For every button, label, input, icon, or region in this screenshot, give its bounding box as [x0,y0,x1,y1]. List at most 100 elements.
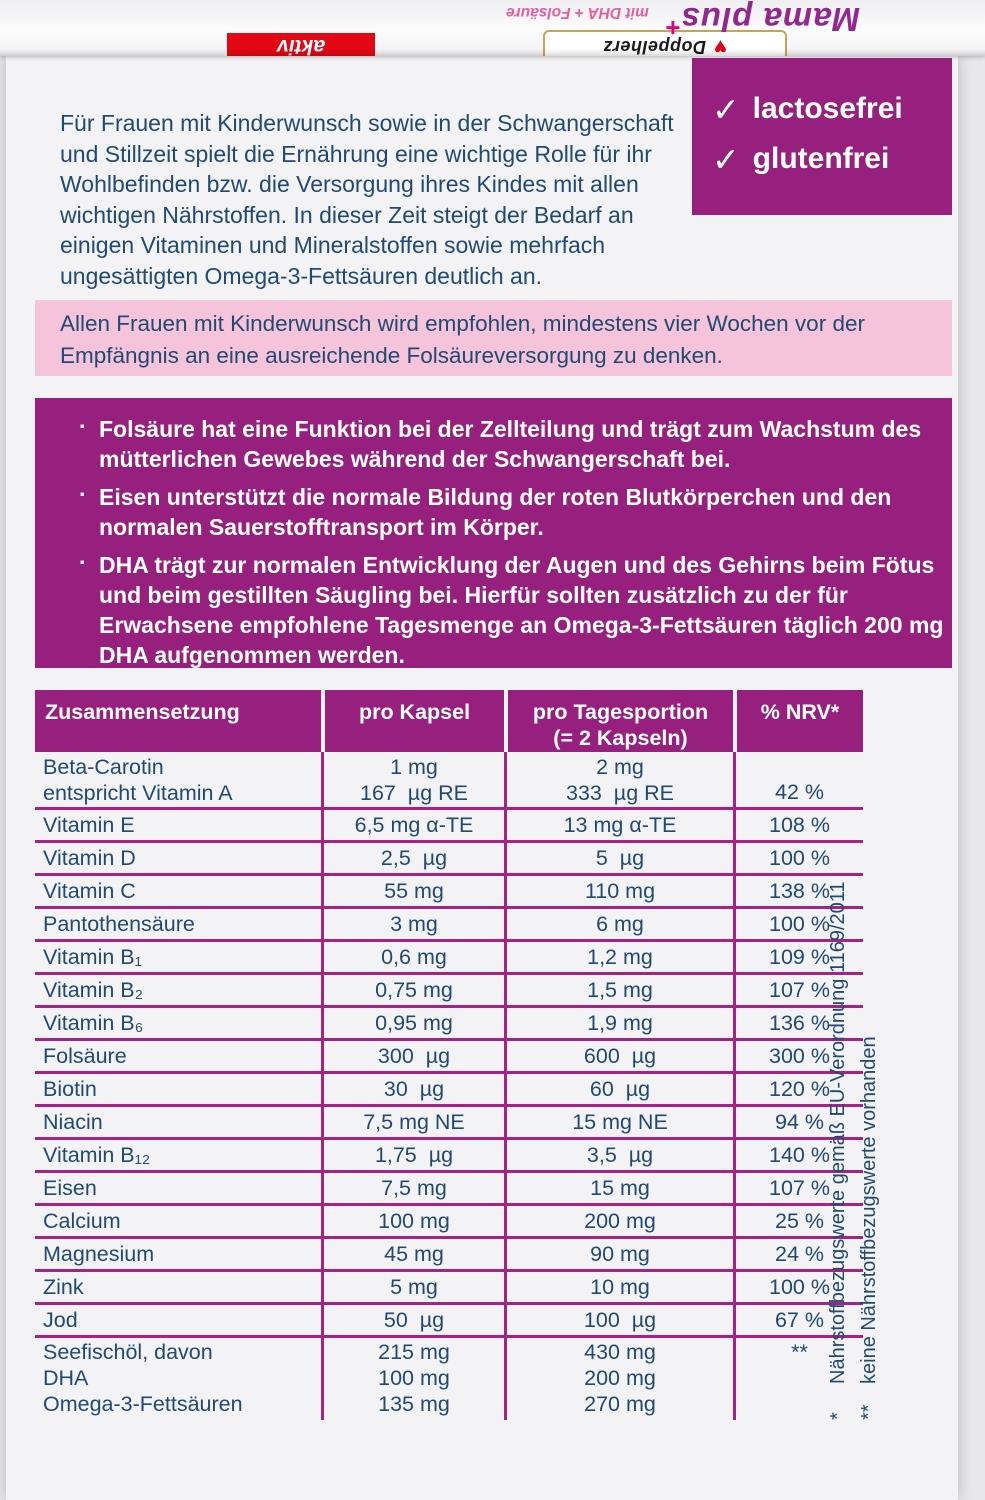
cell-name: Vitamin B₆ [35,1005,321,1038]
cell-per-day: 1,2 mg [504,939,733,972]
claim-glutenfrei: ✓ glutenfrei [712,134,952,184]
cell-nrv: 120 % [733,1071,863,1104]
benefit-item: · Folsäure hat eine Funktion bei der Zel… [77,413,952,474]
product-title-plus: + [665,13,681,43]
table-header-row: Zusammensetzung pro Kapsel pro Tagesport… [35,690,863,752]
cell-per-day: 1,5 mg [504,972,733,1005]
check-icon: ✓ [712,140,740,178]
table-row: Seefischöl, davon DHA Omega-3-Fettsäuren… [35,1335,863,1420]
header-pro-tagesportion: pro Tagesportion (= 2 Kapseln) [504,690,733,752]
cell-per-day: 2 mg 333 µg RE [504,752,733,807]
cell-per-capsule: 0,95 mg [321,1005,504,1038]
cell-name: Vitamin B₂ [35,972,321,1005]
cell-per-capsule: 1 mg 167 µg RE [321,752,504,807]
product-title-text: Mama plus [680,1,860,38]
product-title: Mama plus+ mit DHA + Folsäure [505,0,860,43]
cell-per-capsule: 300 µg [321,1038,504,1071]
table-row: Vitamin B₆ 0,95 mg 1,9 mg 136 % [35,1005,863,1038]
benefit-item: · Eisen unterstützt die normale Bildung … [77,481,952,542]
cell-nrv: 108 % [733,807,863,840]
product-subtitle: mit DHA + Folsäure [505,4,649,21]
cell-nrv: 100 % [733,840,863,873]
table-row: Vitamin E 6,5 mg α-TE 13 mg α-TE 108 % [35,807,863,840]
bullet-icon: · [79,413,87,439]
cell-per-capsule: 100 mg [321,1203,504,1236]
benefit-text: Folsäure hat eine Funktion bei der Zellt… [99,416,922,472]
footnote-line: ** keine Nährstoffbezugswerte vorhanden [854,820,885,1420]
cell-nrv: 136 % [733,1005,863,1038]
table-row: Beta-Carotin entspricht Vitamin A 1 mg 16… [35,752,863,807]
table-row: Magnesium 45 mg 90 mg 24 % [35,1236,863,1269]
cell-nrv: 140 % [733,1137,863,1170]
cell-per-capsule: 215 mg 100 mg 135 mg [321,1335,504,1420]
cell-name: Vitamin D [35,840,321,873]
cell-name: Eisen [35,1170,321,1203]
cell-name: Calcium [35,1203,321,1236]
cell-per-day: 13 mg α-TE [504,807,733,840]
cell-per-day: 90 mg [504,1236,733,1269]
cell-name: Pantothensäure [35,906,321,939]
cell-per-capsule: 50 µg [321,1302,504,1335]
table-row: Vitamin D 2,5 µg 5 µg 100 % [35,840,863,873]
table-row: Biotin 30 µg 60 µg 120 % [35,1071,863,1104]
cell-nrv: 67 % [733,1302,863,1335]
bullet-icon: · [79,481,87,507]
cell-per-day: 200 mg [504,1203,733,1236]
cell-per-capsule: 6,5 mg α-TE [321,807,504,840]
table-row: Jod 50 µg 100 µg 67 % [35,1302,863,1335]
cell-name: Niacin [35,1104,321,1137]
cell-per-capsule: 7,5 mg NE [321,1104,504,1137]
cell-per-day: 100 µg [504,1302,733,1335]
cell-nrv: 100 % [733,906,863,939]
cell-per-day: 600 µg [504,1038,733,1071]
footnote-marker: * [827,1412,849,1420]
cell-name: Seefischöl, davon DHA Omega-3-Fettsäuren [35,1335,321,1420]
nutrition-table: Zusammensetzung pro Kapsel pro Tagesport… [35,690,863,1420]
cell-name: Folsäure [35,1038,321,1071]
cell-per-day: 10 mg [504,1269,733,1302]
cell-nrv: 42 % [733,752,863,807]
cell-nrv: 100 % [733,1269,863,1302]
table-row: Vitamin B₁ 0,6 mg 1,2 mg 109 % [35,939,863,972]
cell-name: Zink [35,1269,321,1302]
cell-nrv: 300 % [733,1038,863,1071]
cell-per-day: 1,9 mg [504,1005,733,1038]
cell-name: Beta-Carotin entspricht Vitamin A [43,754,233,805]
cell-per-capsule: 55 mg [321,873,504,906]
cell-nrv: 24 % [733,1236,863,1269]
cell-nrv: 138 % [733,873,863,906]
header-nrv: % NRV* [733,690,863,752]
claim-label: glutenfrei [752,142,890,175]
cell-name: Vitamin C [35,873,321,906]
table-row: Niacin 7,5 mg NE 15 mg NE 94 % [35,1104,863,1137]
cell-per-day: 110 mg [504,873,733,906]
claim-label: lactosefrei [752,92,903,125]
cell-per-day: 6 mg [504,906,733,939]
cell-nrv: ** [733,1335,863,1420]
cell-name: Magnesium [35,1236,321,1269]
footnote-line: * Nährstoffbezugswerte gemäß EU-Verordnu… [823,820,854,1420]
benefit-item: · DHA trägt zur normalen Entwicklung der… [77,549,952,668]
header-zusammensetzung: Zusammensetzung [35,690,321,752]
cell-per-capsule: 2,5 µg [321,840,504,873]
table-row: Folsäure 300 µg 600 µg 300 % [35,1038,863,1071]
fold-shadow [0,49,985,56]
footnotes-rotated: * Nährstoffbezugswerte gemäß EU-Verordnu… [823,820,885,1420]
box-top-flap: ♥ Doppelherz aktiv Mama plus+ mit DHA + … [0,0,985,56]
footnote-text: keine Nährstoffbezugswerte vorhanden [858,1036,880,1384]
claim-lactosefrei: ✓ lactosefrei [712,84,952,134]
flap-rotated-content: ♥ Doppelherz aktiv Mama plus+ mit DHA + … [0,0,985,56]
cell-per-day: 5 µg [504,840,733,873]
table-row: Eisen 7,5 mg 15 mg 107 % [35,1170,863,1203]
cell-name: Biotin [35,1071,321,1104]
cell-nrv: 107 % [733,972,863,1005]
benefit-text: DHA trägt zur normalen Entwicklung der A… [99,552,944,668]
footnote-text: Nährstoffbezugswerte gemäß EU-Verordnung… [827,881,849,1384]
cell-per-capsule: 7,5 mg [321,1170,504,1203]
intro-paragraph: Für Frauen mit Kinderwunsch sowie in der… [60,110,674,289]
advice-box: Allen Frauen mit Kinderwunsch wird empfo… [35,300,952,376]
table-row: Vitamin B₁₂ 1,75 µg 3,5 µg 140 % [35,1137,863,1170]
cell-per-capsule: 45 mg [321,1236,504,1269]
table-row: Vitamin C 55 mg 110 mg 138 % [35,873,863,906]
